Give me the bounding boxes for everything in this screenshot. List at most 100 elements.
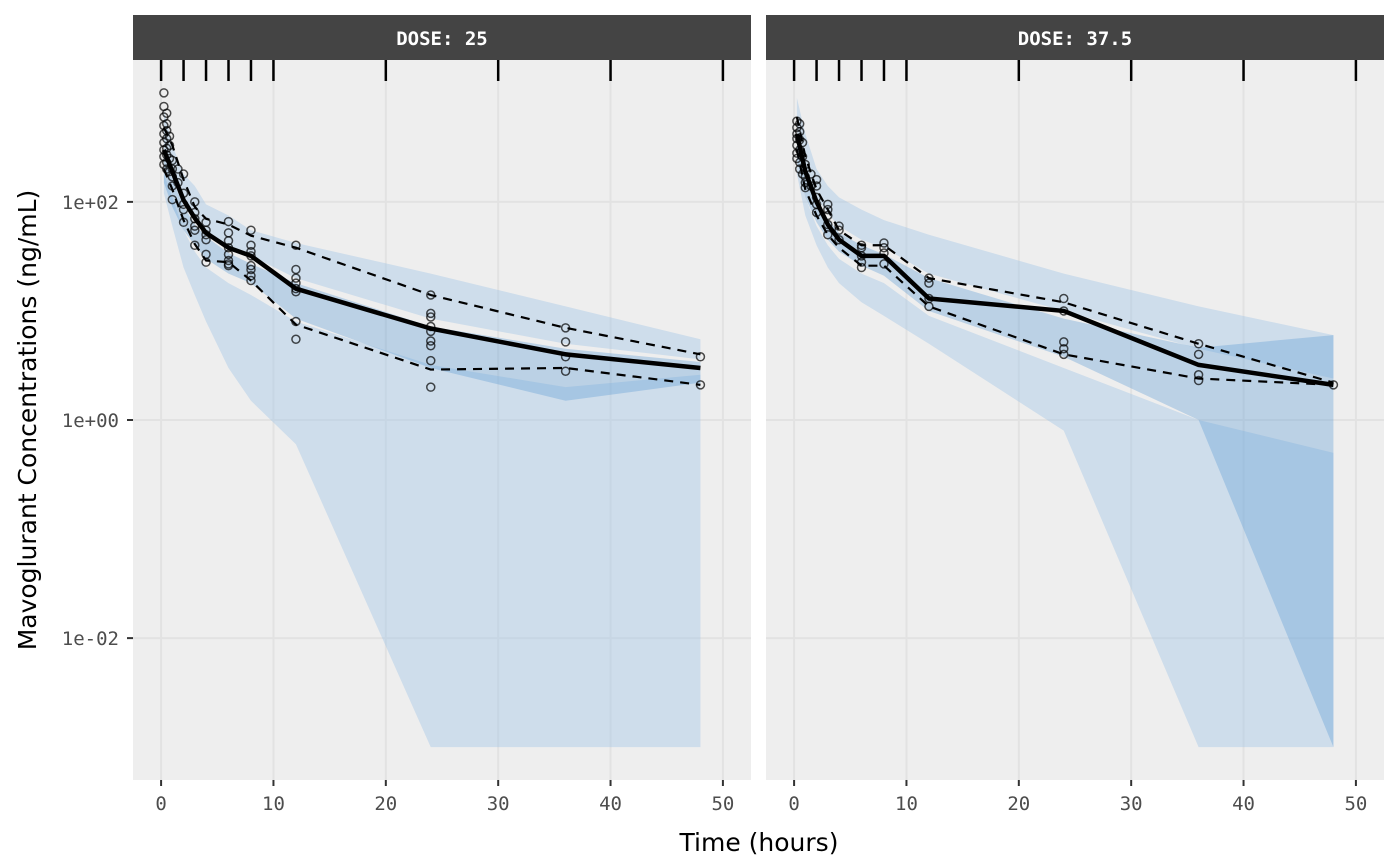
observed-point	[823, 204, 833, 215]
observed-point	[201, 234, 211, 245]
band-p50	[163, 153, 701, 401]
observed-point	[856, 262, 867, 273]
observed-point	[924, 273, 934, 283]
grid-lines	[133, 60, 751, 780]
grid-lines	[766, 60, 1384, 780]
observed-point	[291, 286, 301, 297]
observed-point	[246, 275, 256, 286]
strip-background	[766, 15, 1384, 60]
observed-point	[426, 355, 436, 366]
observed-point	[426, 321, 436, 332]
observed-point	[201, 225, 211, 235]
observed-point	[1193, 339, 1204, 349]
observed-point	[246, 251, 256, 261]
observed-point	[823, 210, 833, 221]
y-tick-label: 1e-02	[62, 628, 119, 650]
observed-point	[161, 164, 172, 174]
observed-point	[223, 236, 234, 246]
observed-point	[190, 221, 200, 231]
observed-point	[178, 217, 189, 228]
observed-point	[834, 221, 844, 231]
observed-point	[426, 290, 436, 300]
x-tick-label: 20	[1007, 793, 1030, 815]
observed-points	[159, 88, 706, 392]
observed-point	[794, 135, 805, 145]
x-tick-label: 40	[599, 793, 622, 815]
observed-point	[856, 251, 867, 261]
observed-point	[1059, 306, 1069, 316]
observed-point	[161, 108, 172, 118]
x-axis: 0 10 20 30 40 50	[788, 780, 1367, 815]
observed-point	[823, 229, 833, 240]
x-tick-label: 30	[1120, 793, 1143, 815]
x-tick-label: 50	[711, 793, 734, 815]
bin-rug	[159, 60, 725, 81]
strip-label: DOSE: 37.5	[1018, 28, 1132, 50]
observed-point	[924, 278, 934, 288]
observed-point	[811, 207, 822, 218]
x-tick-label: 10	[262, 793, 285, 815]
observed-point	[823, 219, 833, 230]
x-tick-label: 30	[487, 793, 510, 815]
observed-point	[291, 316, 301, 327]
observed-point	[834, 234, 844, 245]
observed-point	[178, 188, 189, 199]
observed-point	[164, 166, 175, 177]
y-axis: 1e-02 1e+00 1e+02	[62, 192, 133, 650]
observed-point	[794, 157, 805, 168]
observed-point	[806, 169, 816, 179]
panel-dose-25: DOSE: 25 0 10 20 30 40 50	[133, 15, 751, 815]
observed-point	[178, 169, 189, 179]
observed-point	[811, 174, 822, 185]
observed-point	[426, 312, 436, 322]
observed-point	[161, 143, 172, 154]
strip-background	[133, 15, 751, 60]
observed-point	[695, 380, 706, 390]
observed-point	[167, 172, 178, 182]
observed-percentile-lines	[794, 116, 1334, 388]
observed-point	[560, 366, 571, 376]
band-p95	[796, 97, 1334, 379]
observed-point	[159, 88, 169, 98]
observed-point	[1059, 349, 1069, 360]
observed-point	[1193, 369, 1204, 380]
observed-median-line	[794, 133, 1334, 388]
observed-point	[792, 116, 802, 126]
observed-point	[800, 182, 811, 193]
observed-point	[223, 216, 234, 227]
y-tick-label: 1e+00	[62, 410, 119, 432]
observed-point	[167, 194, 178, 205]
observed-point	[797, 137, 808, 148]
observed-point	[1193, 349, 1204, 360]
observed-point	[246, 240, 256, 251]
observed-point	[560, 352, 571, 362]
y-axis-title: Mavoglurant Concentrations (ng/mL)	[13, 190, 42, 651]
bin-rug	[792, 60, 1358, 81]
observed-point	[924, 301, 934, 312]
band-p50	[796, 136, 1334, 748]
observed-point	[695, 352, 706, 362]
observed-point	[823, 199, 833, 210]
band-p05	[796, 156, 1334, 748]
observed-point	[426, 326, 436, 337]
observed-point	[164, 140, 175, 151]
observed-point	[879, 242, 889, 253]
observed-point	[190, 225, 200, 235]
observed-point	[560, 337, 571, 347]
x-tick-label: 0	[788, 793, 799, 815]
x-tick-label: 0	[155, 793, 166, 815]
observed-point	[223, 255, 234, 266]
observed-point	[811, 192, 822, 203]
observed-point	[426, 336, 436, 346]
observed-point	[223, 242, 234, 253]
observed-point	[223, 260, 234, 271]
observed-point	[190, 207, 200, 218]
observed-point	[291, 273, 301, 283]
band-p05	[163, 174, 701, 748]
observed-point	[811, 181, 822, 191]
observed-point	[797, 151, 808, 162]
observed-point	[800, 159, 811, 170]
observed-point	[173, 164, 183, 174]
observed-point	[291, 283, 301, 294]
